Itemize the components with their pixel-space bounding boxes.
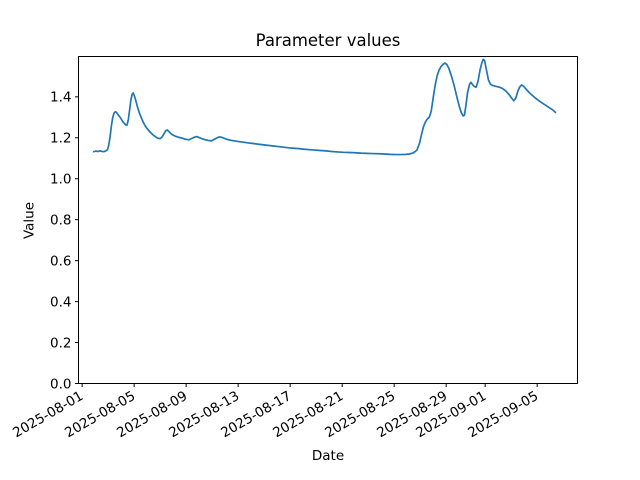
chart-title: Parameter values xyxy=(255,31,401,50)
y-tick-label: 0.6 xyxy=(50,253,71,269)
axes-box xyxy=(78,56,578,384)
y-tick-label: 0.0 xyxy=(50,376,71,392)
x-axis-label: Date xyxy=(311,448,345,464)
y-tick-label: 0.4 xyxy=(50,294,71,310)
y-tick-label: 0.8 xyxy=(50,212,71,228)
y-tick-label: 0.2 xyxy=(50,335,71,351)
y-tick-label: 1.4 xyxy=(50,90,71,106)
series-line xyxy=(92,58,557,156)
y-tick-label: 1.0 xyxy=(50,172,71,188)
y-tick-label: 1.2 xyxy=(50,131,71,147)
